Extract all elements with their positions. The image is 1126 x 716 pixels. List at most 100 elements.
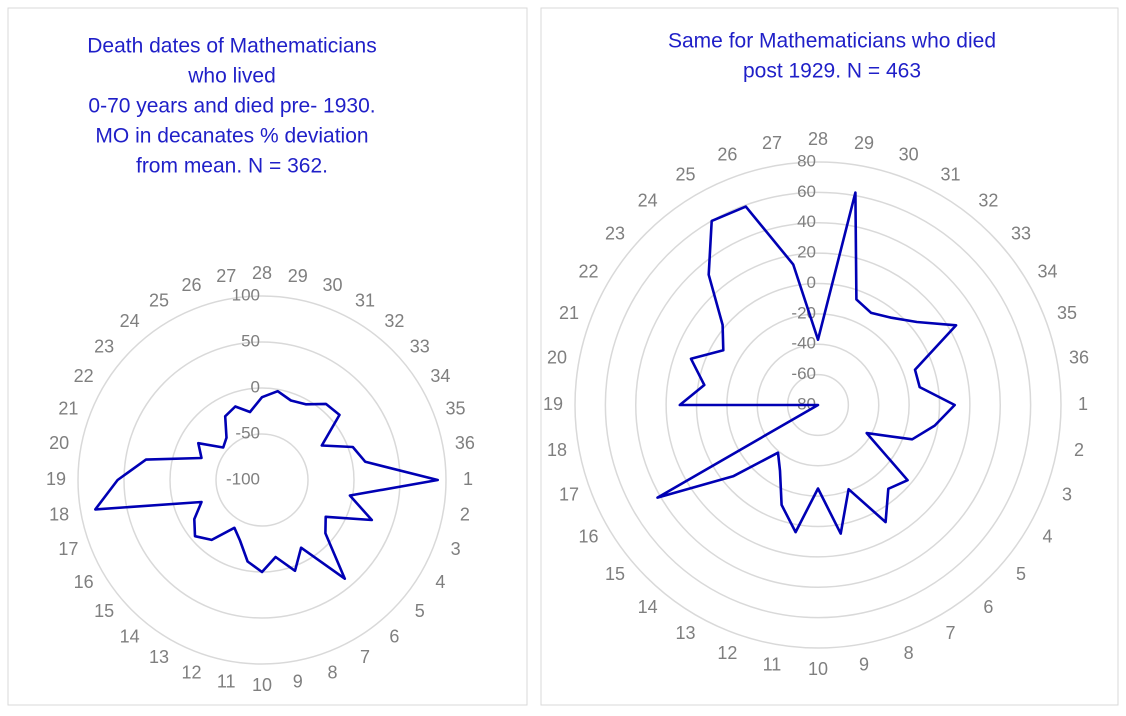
y-tick-label: 100 <box>232 285 260 304</box>
category-label: 29 <box>288 266 308 286</box>
category-label: 34 <box>1037 261 1057 281</box>
category-label: 4 <box>1042 526 1052 546</box>
category-label: 36 <box>1069 348 1089 368</box>
category-label: 13 <box>675 623 695 643</box>
y-tick-label: 0 <box>807 273 816 292</box>
category-label: 34 <box>430 366 450 386</box>
category-label: 28 <box>808 129 828 149</box>
category-label: 25 <box>675 164 695 184</box>
category-label: 5 <box>1016 564 1026 584</box>
chart-title: MO in decanates % deviation <box>95 125 368 148</box>
category-label: 3 <box>1062 484 1072 504</box>
y-tick-label: -60 <box>791 364 816 383</box>
category-label: 8 <box>327 662 337 682</box>
category-label: 16 <box>578 526 598 546</box>
category-label: 16 <box>74 572 94 592</box>
y-tick-label: -50 <box>235 423 260 442</box>
category-label: 8 <box>904 643 914 663</box>
category-label: 12 <box>717 643 737 663</box>
chart-title: Death dates of Mathematicians <box>87 35 377 58</box>
category-label: 21 <box>58 398 78 418</box>
y-tick-label: 20 <box>797 243 816 262</box>
category-label: 2 <box>460 505 470 525</box>
category-label: 23 <box>94 336 114 356</box>
category-label: 33 <box>1011 223 1031 243</box>
panel-right <box>540 7 1119 706</box>
category-label: 30 <box>322 275 342 295</box>
category-label: 10 <box>808 659 828 679</box>
y-tick-label: 40 <box>797 212 816 231</box>
category-label: 17 <box>559 484 579 504</box>
category-label: 10 <box>252 675 272 695</box>
category-label: 7 <box>945 623 955 643</box>
category-label: 14 <box>120 627 140 647</box>
grid-ring <box>635 222 1001 588</box>
category-label: 28 <box>252 263 272 283</box>
y-tick-label: 50 <box>241 331 260 350</box>
category-label: 9 <box>293 672 303 692</box>
grid-ring <box>574 161 1062 649</box>
category-label: 18 <box>547 440 567 460</box>
category-label: 13 <box>149 647 169 667</box>
category-label: 19 <box>46 469 66 489</box>
y-tick-label: 0 <box>251 377 260 396</box>
category-label: 31 <box>355 290 375 310</box>
chart-title: who lived <box>187 65 276 88</box>
category-label: 26 <box>717 145 737 165</box>
category-label: 11 <box>763 655 782 675</box>
category-label: 22 <box>578 261 598 281</box>
grid-ring <box>604 191 1032 619</box>
category-label: 15 <box>94 601 114 621</box>
category-label: 22 <box>74 366 94 386</box>
grid-ring <box>123 341 401 619</box>
category-label: 24 <box>638 191 658 211</box>
chart-title: post 1929. N = 463 <box>743 60 921 83</box>
category-label: 2 <box>1074 440 1084 460</box>
y-tick-label: 80 <box>797 151 816 170</box>
category-label: 9 <box>859 655 869 675</box>
category-label: 26 <box>182 275 202 295</box>
category-label: 4 <box>435 572 445 592</box>
category-label: 35 <box>1057 303 1077 323</box>
y-tick-label: 60 <box>797 182 816 201</box>
category-label: 15 <box>605 564 625 584</box>
category-label: 27 <box>762 133 782 153</box>
grid-ring <box>77 295 447 665</box>
category-label: 31 <box>940 164 960 184</box>
radar-line <box>656 191 958 535</box>
category-label: 5 <box>415 601 425 621</box>
category-label: 3 <box>451 539 461 559</box>
grid-ring <box>215 433 309 527</box>
radar-line <box>94 389 439 580</box>
category-label: 32 <box>384 311 404 331</box>
category-label: 29 <box>854 133 874 153</box>
category-label: 27 <box>216 266 236 286</box>
category-label: 11 <box>217 672 236 692</box>
category-label: 7 <box>360 647 370 667</box>
category-label: 1 <box>1078 394 1088 414</box>
category-label: 24 <box>120 311 140 331</box>
category-label: 33 <box>410 336 430 356</box>
category-label: 19 <box>543 394 563 414</box>
category-label: 18 <box>49 505 69 525</box>
category-label: 36 <box>455 433 475 453</box>
y-tick-label: -100 <box>226 469 260 488</box>
chart-title: from mean. N = 362. <box>136 155 328 178</box>
category-label: 32 <box>978 191 998 211</box>
category-label: 30 <box>899 145 919 165</box>
chart-title: 0-70 years and died pre- 1930. <box>88 95 375 118</box>
category-label: 6 <box>389 627 399 647</box>
chart-title: Same for Mathematicians who died <box>668 30 996 53</box>
category-label: 23 <box>605 223 625 243</box>
category-label: 20 <box>547 348 567 368</box>
category-label: 25 <box>149 290 169 310</box>
category-label: 17 <box>58 539 78 559</box>
y-tick-label: -40 <box>791 334 816 353</box>
category-label: 21 <box>559 303 579 323</box>
category-label: 6 <box>983 597 993 617</box>
category-label: 35 <box>446 398 466 418</box>
category-label: 1 <box>463 469 473 489</box>
category-label: 14 <box>638 597 658 617</box>
category-label: 20 <box>49 433 69 453</box>
